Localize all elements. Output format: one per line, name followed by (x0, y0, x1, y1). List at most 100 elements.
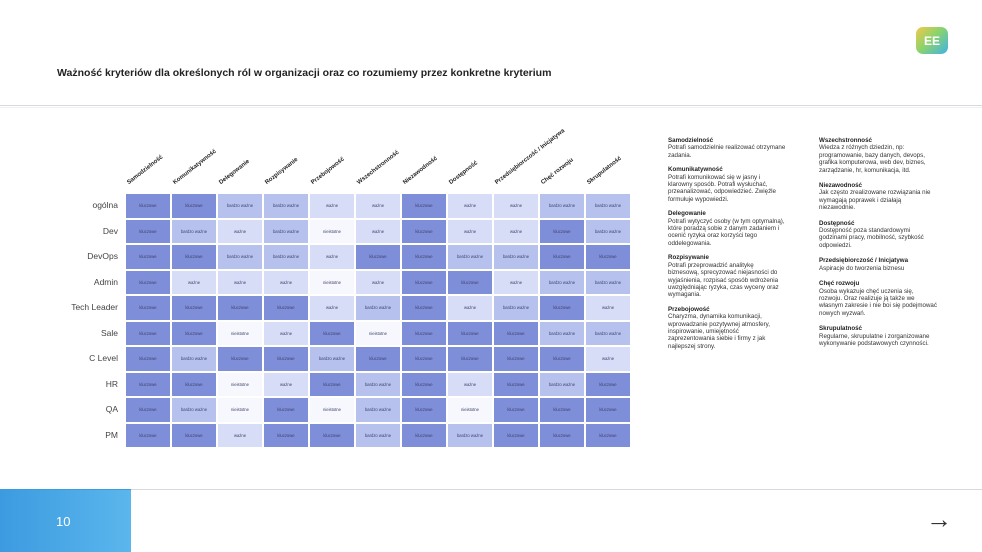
next-slide-arrow-icon[interactable]: → (926, 504, 952, 534)
matrix-cell: kluczowe (126, 347, 170, 371)
matrix-cell: kluczowe (494, 423, 538, 447)
criterion-term: Dostępność (819, 219, 855, 227)
criterion-text: Potrafi wytyczyć osoby (w tym optymalną)… (668, 217, 785, 247)
criterion-text: Osoba wykazuje chęć uczenia się, rozwoju… (819, 287, 937, 317)
matrix-cell: kluczowe (402, 372, 446, 396)
row-label: Dev (54, 219, 124, 243)
page-title: Ważność kryteriów dla określonych ról w … (57, 67, 552, 79)
table-row: Sale kluczowe kluczowe nieistotne ważne klucz… (54, 321, 630, 345)
matrix-cell: bardzo ważne (448, 423, 492, 447)
matrix-cell: ważne (264, 321, 308, 345)
matrix-cell: kluczowe (540, 245, 584, 269)
matrix-cell: bardzo ważne (264, 245, 308, 269)
matrix-cell: ważne (448, 296, 492, 320)
matrix-cell: kluczowe (402, 398, 446, 422)
criterion-term: Delegowanie (668, 210, 706, 218)
criterion-description: Komunikatywność Potrafi komunikować się w… (668, 166, 786, 203)
criterion-description: Przebojowość Charyzma, dynamika komunikac… (668, 306, 786, 350)
matrix-cell: ważne (586, 296, 630, 320)
criterion-term: Wszechstronność (819, 137, 872, 144)
table-row: PM kluczowe kluczowe ważne kluczowe kluczowe b… (54, 423, 630, 447)
row-label: Tech Leader (54, 296, 124, 320)
column-header: Komunikatywność (172, 148, 218, 186)
criterion-term: Przebojowość (668, 305, 710, 313)
row-label: QA (54, 398, 124, 422)
matrix-cell: bardzo ważne (172, 219, 216, 243)
row-label: PM (54, 423, 124, 447)
matrix-cell: nieistotne (310, 270, 354, 294)
matrix-cell: bardzo ważne (310, 347, 354, 371)
matrix-cell: kluczowe (402, 270, 446, 294)
matrix-cell: kluczowe (172, 194, 216, 218)
matrix-cell: ważne (494, 219, 538, 243)
matrix-cell: nieistotne (356, 321, 400, 345)
matrix-cell: kluczowe (218, 296, 262, 320)
matrix-cell: ważne (310, 296, 354, 320)
matrix-cell: nieistotne (310, 219, 354, 243)
criterion-term: Przedsiębiorczość / Inicjatywa (819, 257, 909, 265)
matrix-cell: kluczowe (540, 296, 584, 320)
criterion-text: Wiedza z różnych dziedzin, np: programow… (819, 144, 926, 174)
criterion-description: Rozpisywanie Potrafi przeprowadzić analit… (668, 254, 786, 298)
criteria-header-row: Samodzielność Komunikatywność Delegowanie R… (122, 110, 623, 190)
table-row: Tech Leader kluczowe kluczowe kluczowe klucz… (54, 296, 630, 320)
matrix-cell: kluczowe (540, 347, 584, 371)
matrix-cell: kluczowe (126, 219, 170, 243)
matrix-cell: kluczowe (172, 296, 216, 320)
table-row: ogólna kluczowe kluczowe bardzo ważne bardzo… (54, 194, 630, 218)
matrix-cell: kluczowe (126, 372, 170, 396)
matrix-cell: nieistotne (218, 372, 262, 396)
matrix-cell: kluczowe (494, 347, 538, 371)
criterion-text: Potrafi przeprowadzić analitykę biznesow… (668, 261, 779, 299)
matrix-cell: kluczowe (448, 347, 492, 371)
criterion-description: Niezawodność Jak często zrealizowane rozw… (819, 182, 937, 212)
matrix-cell: ważne (356, 194, 400, 218)
criterion-description: Samodzielność Potrafi samodzielnie realiz… (668, 137, 786, 159)
matrix-cell: nieistotne (310, 398, 354, 422)
matrix-cell: kluczowe (402, 245, 446, 269)
criterion-description: Delegowanie Potrafi wytyczyć osoby (w tym… (668, 210, 786, 247)
matrix-cell: kluczowe (540, 398, 584, 422)
matrix-cell: kluczowe (264, 296, 308, 320)
matrix-cell: bardzo ważne (586, 219, 630, 243)
column-header: Delegowanie (218, 158, 251, 186)
matrix-cell: kluczowe (264, 347, 308, 371)
matrix-cell: bardzo ważne (356, 398, 400, 422)
column-header: Niezawodność (402, 155, 439, 186)
matrix-cell: kluczowe (540, 219, 584, 243)
matrix-cell: kluczowe (402, 296, 446, 320)
matrix-cell: kluczowe (494, 321, 538, 345)
matrix-cell: kluczowe (586, 423, 630, 447)
matrix-cell: kluczowe (586, 398, 630, 422)
matrix-cell: bardzo ważne (586, 194, 630, 218)
matrix-cell: bardzo ważne (264, 219, 308, 243)
criterion-text: Potrafi samodzielnie realizować otrzyman… (668, 144, 786, 159)
matrix-cell: ważne (218, 219, 262, 243)
matrix-cell: ważne (494, 270, 538, 294)
row-label: C Level (54, 347, 124, 371)
matrix-cell: bardzo ważne (494, 296, 538, 320)
matrix-cell: ważne (218, 423, 262, 447)
matrix-cell: kluczowe (172, 372, 216, 396)
matrix-cell: ważne (494, 194, 538, 218)
row-label: DevOps (54, 245, 124, 269)
matrix-cell: kluczowe (402, 219, 446, 243)
matrix-cell: ważne (310, 245, 354, 269)
matrix-cell: bardzo ważne (448, 245, 492, 269)
matrix-cell: ważne (172, 270, 216, 294)
matrix-cell: kluczowe (540, 423, 584, 447)
criterion-term: Chęć rozwoju (819, 280, 860, 288)
matrix-cell: kluczowe (218, 347, 262, 371)
matrix-cell: nieistotne (448, 398, 492, 422)
bottom-divider (131, 489, 982, 490)
matrix-cell: ważne (264, 372, 308, 396)
matrix-cell: kluczowe (126, 321, 170, 345)
matrix-cell: nieistotne (218, 321, 262, 345)
matrix-cell: kluczowe (126, 296, 170, 320)
column-header: Przebojowość (310, 156, 346, 186)
matrix-cell: kluczowe (264, 398, 308, 422)
matrix-cell: kluczowe (586, 372, 630, 396)
matrix-cell: kluczowe (172, 321, 216, 345)
page-number: 10 (56, 514, 71, 529)
matrix-cell: bardzo ważne (586, 321, 630, 345)
